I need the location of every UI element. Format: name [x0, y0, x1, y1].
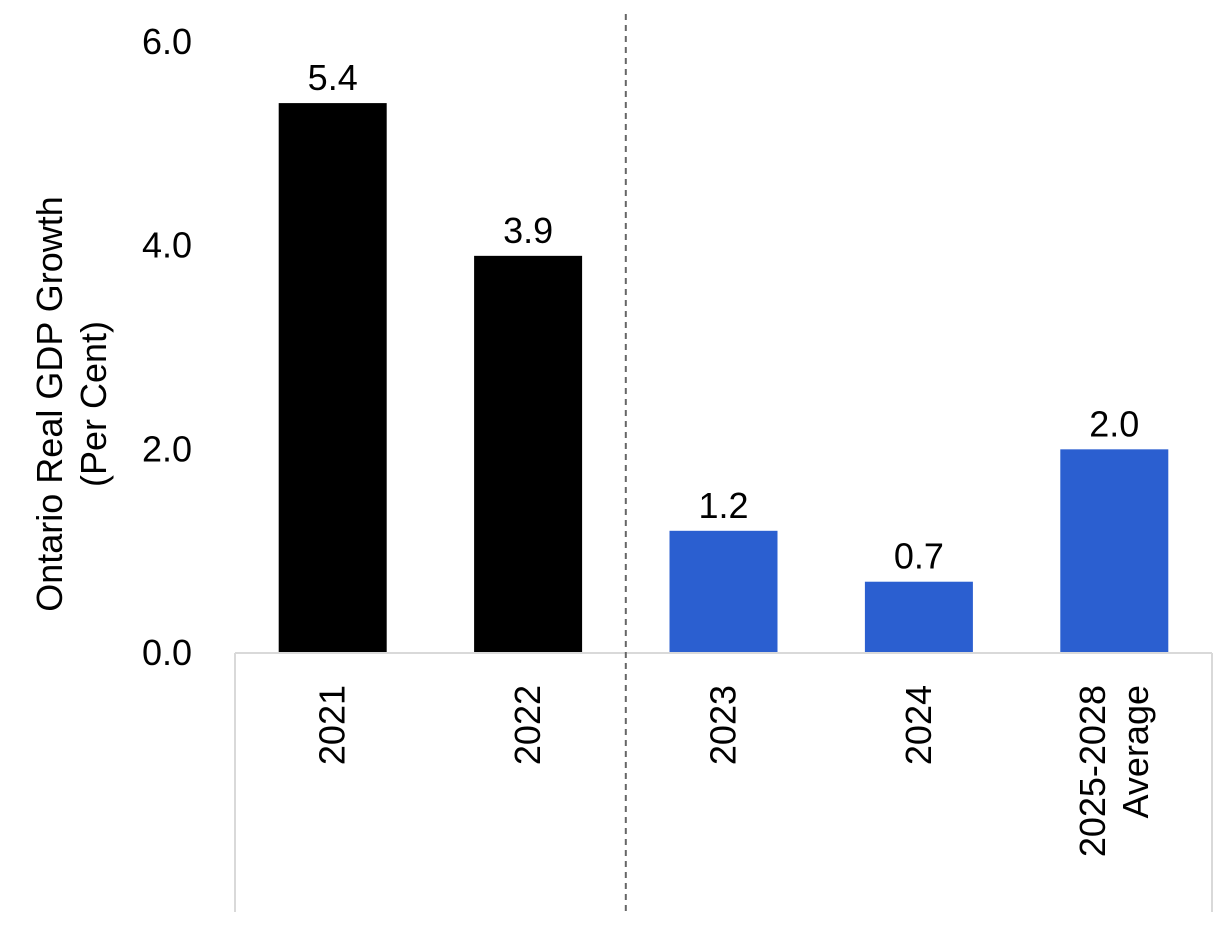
- x-tick-label: 2021: [312, 685, 353, 765]
- y-axis-title: Ontario Real GDP Growth (Per Cent): [29, 196, 114, 612]
- x-axis-ticks: 2021 2022 2023 2024 2025-2028 Average: [312, 685, 1156, 857]
- y-axis-title-line-2: (Per Cent): [73, 321, 114, 487]
- x-tick-label: 2024: [898, 685, 939, 765]
- bars: [278, 103, 1169, 654]
- bar: [669, 530, 778, 653]
- x-tick-label: Average: [1115, 685, 1156, 818]
- value-label: 3.9: [503, 210, 553, 251]
- y-axis-ticks: 0.0 2.0 4.0 6.0: [142, 21, 192, 673]
- x-tick-label: 2023: [703, 685, 744, 765]
- y-tick-label: 4.0: [142, 225, 192, 266]
- value-label: 5.4: [308, 57, 358, 98]
- bar: [278, 103, 387, 654]
- x-tick-label: 2025-2028: [1072, 685, 1113, 857]
- y-tick-label: 6.0: [142, 21, 192, 62]
- y-axis-title-line-1: Ontario Real GDP Growth: [29, 196, 70, 612]
- bar: [864, 581, 973, 653]
- x-axis: [234, 14, 1213, 912]
- value-label: 1.2: [698, 485, 748, 526]
- value-label: 0.7: [894, 536, 944, 577]
- bar: [474, 255, 583, 653]
- x-tick-label: 2022: [507, 685, 548, 765]
- y-tick-label: 2.0: [142, 428, 192, 469]
- value-label: 2.0: [1089, 403, 1139, 444]
- bar: [1060, 449, 1169, 653]
- y-tick-label: 0.0: [142, 632, 192, 673]
- value-labels: 5.4 3.9 1.2 0.7 2.0: [308, 57, 1140, 577]
